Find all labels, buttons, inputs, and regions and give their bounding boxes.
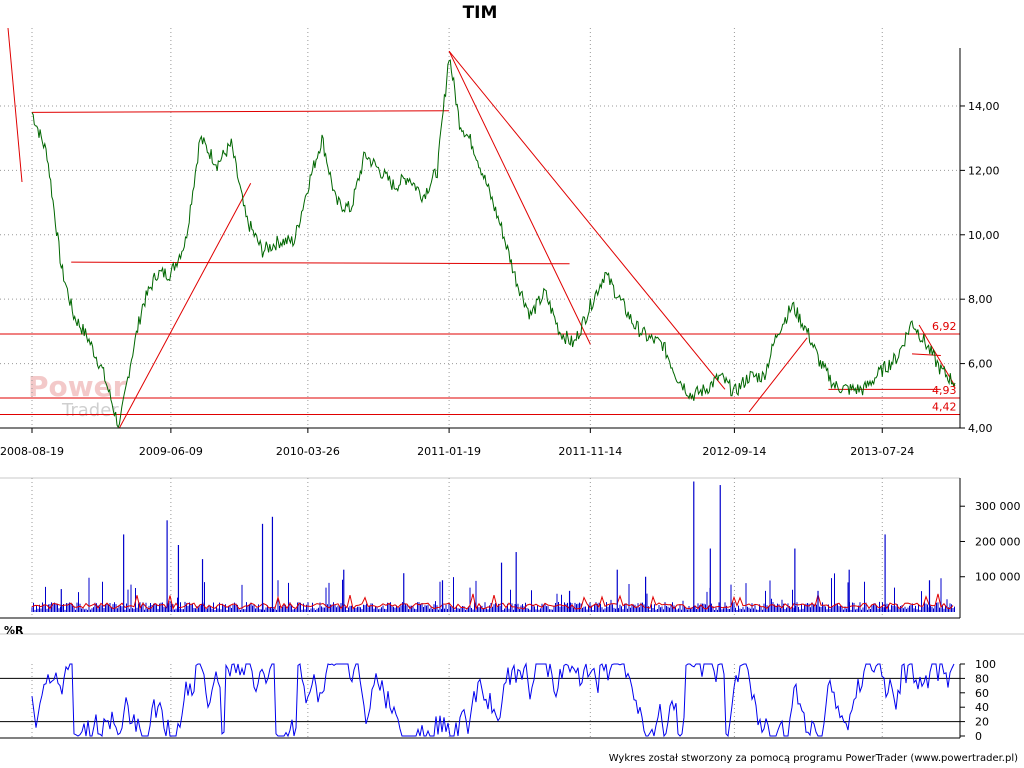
trend-line-4 — [448, 50, 726, 390]
wr-y-tick-label-5: 100 — [975, 658, 996, 671]
x-tick-label-4: 2011-11-14 — [558, 445, 622, 458]
vol-y-tick-label-1: 200 000 — [975, 535, 1021, 548]
y-tick-label-2: 8,00 — [968, 293, 993, 306]
x-tick-label-6: 2013-07-24 — [850, 445, 914, 458]
price-series-line — [31, 59, 956, 429]
volume-noise — [31, 573, 955, 612]
wr-y-tick-label-4: 80 — [975, 672, 989, 685]
wr-y-tick-label-2: 40 — [975, 701, 989, 714]
trend-line-edge — [7, 27, 23, 183]
volume-background — [31, 573, 955, 612]
level-label-mid: 4,93 — [932, 384, 957, 397]
credit-text: Wykres został stworzony za pomocą progra… — [609, 753, 1018, 764]
x-tick-label-1: 2009-06-09 — [139, 445, 203, 458]
trend-lines — [7, 27, 956, 429]
wr-y-tick-label-1: 20 — [975, 716, 989, 729]
level-label-high: 6,92 — [932, 320, 957, 333]
volume-panel: 100 000 200 000 300 000 — [0, 477, 1021, 619]
trend-line-8 — [918, 324, 956, 387]
x-tick-label-5: 2012-09-14 — [702, 445, 766, 458]
volume-bars — [60, 481, 931, 612]
x-tick-label-2: 2010-03-26 — [276, 445, 340, 458]
volume-moving-average — [31, 592, 954, 611]
wr-series-line — [31, 662, 955, 738]
volume-y-tick-labels: 100 000 200 000 300 000 — [975, 500, 1021, 584]
wr-grid — [0, 663, 965, 738]
y-tick-label-3: 10,00 — [968, 229, 1000, 242]
y-tick-label-1: 6,00 — [968, 358, 993, 371]
vol-y-tick-label-2: 300 000 — [975, 500, 1021, 513]
trend-line-5 — [748, 337, 808, 413]
y-tick-label-5: 14,00 — [968, 100, 1000, 113]
trend-line-0 — [31, 110, 450, 113]
price-x-tick-labels: 2008-08-19 2009-06-09 2010-03-26 2011-01-19… — [0, 445, 914, 458]
wr-y-tick-label-0: 0 — [975, 730, 982, 743]
chart-title: TIM — [463, 3, 498, 23]
indicator-label: %R — [4, 624, 24, 637]
trend-line-3 — [448, 51, 591, 345]
y-tick-label-4: 12,00 — [968, 164, 1000, 177]
trend-line-7 — [911, 353, 941, 357]
y-tick-label-0: 4,00 — [968, 422, 993, 435]
volume-grid — [31, 478, 965, 618]
vol-y-tick-label-0: 100 000 — [975, 571, 1021, 584]
level-label-low: 4,42 — [932, 401, 957, 414]
watermark-line2: Trader — [61, 400, 119, 421]
trend-line-1 — [71, 261, 570, 265]
trend-line-2 — [118, 183, 252, 429]
wr-y-tick-label-3: 60 — [975, 687, 989, 700]
support-resistance-lines — [0, 333, 960, 415]
price-y-tick-labels: 4,00 6,00 8,00 10,00 12,00 14,00 — [968, 100, 1000, 435]
x-tick-label-3: 2011-01-19 — [417, 445, 481, 458]
x-tick-label-0: 2008-08-19 — [0, 445, 64, 458]
